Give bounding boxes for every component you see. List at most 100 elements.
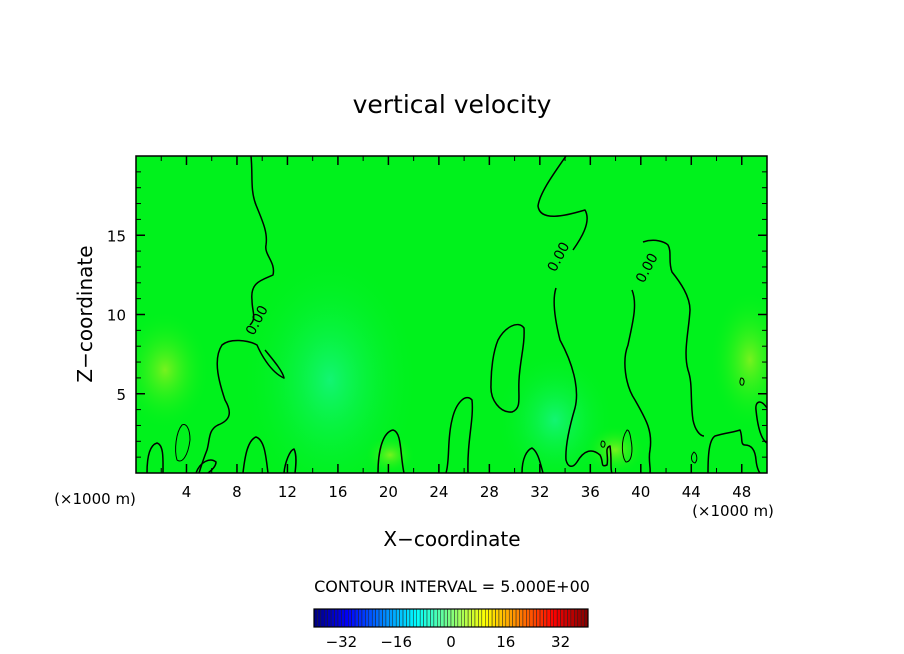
- colorbar-swatch: [512, 608, 517, 628]
- colorbar-swatch: [457, 608, 462, 628]
- colorbar-swatch: [358, 608, 363, 628]
- colorbar-swatch: [471, 608, 476, 628]
- colorbar-swatch: [450, 608, 455, 628]
- x-tick-label: 48: [732, 483, 751, 501]
- chart-title: vertical velocity: [353, 90, 552, 119]
- colorbar-swatch: [324, 608, 328, 628]
- colorbar-swatch: [560, 608, 565, 628]
- contour-interval-text: CONTOUR INTERVAL = 5.000E+00: [314, 577, 590, 596]
- y-tick-label: 5: [116, 386, 126, 404]
- contour-line: [521, 447, 544, 473]
- contour-line: [249, 156, 275, 326]
- contour-line: [175, 424, 191, 462]
- colorbar-swatch: [361, 608, 366, 628]
- colorbar-swatch: [515, 608, 520, 628]
- contour-line: [621, 429, 633, 463]
- colorbar-tick-label: 16: [496, 633, 515, 651]
- colorbar-swatch: [577, 608, 582, 628]
- colorbar-swatch: [437, 608, 441, 628]
- colorbar-swatch: [505, 608, 510, 628]
- colorbar-swatch: [327, 608, 332, 628]
- y-axis-label: Z−coordinate: [73, 245, 97, 382]
- y-axis: 5 10 15: [107, 171, 767, 458]
- x-tick-label: 32: [530, 483, 549, 501]
- colorbar-swatch: [522, 608, 527, 628]
- colorbar-swatch: [461, 608, 465, 628]
- colorbar-swatch: [447, 608, 452, 628]
- colorbar-swatch: [395, 608, 400, 628]
- x-tick-label: 24: [429, 483, 448, 501]
- heatmap-blob: [710, 290, 767, 430]
- colorbar-swatch: [580, 608, 585, 628]
- x-tick-label: 12: [278, 483, 297, 501]
- x-tick-label: 8: [232, 483, 242, 501]
- colorbar-swatch: [454, 608, 459, 628]
- colorbar-swatch: [320, 608, 325, 628]
- colorbar-swatch: [317, 608, 322, 628]
- colorbar-swatch: [550, 608, 555, 628]
- colorbar-swatch: [413, 608, 418, 628]
- x-tick-label: 28: [480, 483, 499, 501]
- colorbar-tick-label: −16: [380, 633, 412, 651]
- colorbar-swatch: [426, 608, 431, 628]
- colorbar-swatch: [389, 608, 394, 628]
- contour-line: [739, 377, 745, 386]
- heatmap-blob: [240, 250, 420, 473]
- colorbar-swatch: [539, 608, 544, 628]
- colorbar-swatch: [430, 608, 435, 628]
- colorbar-swatch: [443, 608, 448, 628]
- colorbar-swatch: [392, 608, 397, 628]
- colorbar-swatch: [529, 608, 534, 628]
- heatmap-blob: [136, 310, 210, 430]
- heatmap-blob: [495, 350, 615, 473]
- x-axis: 4 8 12 16 20 24 28 32 36 40 44 48: [160, 156, 751, 501]
- colorbar-swatch: [334, 608, 339, 628]
- x-tick-label: 20: [379, 483, 398, 501]
- x-axis-unit-right: (×1000 m): [692, 502, 774, 520]
- x-tick-label: 16: [328, 483, 347, 501]
- contour-line: [642, 239, 705, 437]
- colorbar-swatch: [519, 608, 524, 628]
- y-tick-label: 10: [107, 307, 126, 325]
- colorbar-swatch: [365, 608, 370, 628]
- contour-line: [600, 440, 606, 448]
- y-tick-label: 15: [107, 227, 126, 245]
- colorbar-swatch: [351, 608, 356, 628]
- colorbar-swatch: [546, 608, 551, 628]
- x-tick-label: 40: [631, 483, 650, 501]
- colorbar-swatch: [481, 608, 486, 628]
- contour-line: [146, 442, 164, 473]
- colorbar-swatch: [553, 608, 558, 628]
- contour-line: [624, 289, 652, 473]
- colorbar-swatch: [508, 608, 513, 628]
- contour-line: [707, 429, 761, 473]
- colorbar-swatch: [433, 608, 438, 628]
- colorbar-swatch: [536, 608, 541, 628]
- colorbar-swatch: [378, 608, 383, 628]
- x-axis-unit-left: (×1000 m): [54, 490, 136, 508]
- colorbar-swatch: [409, 608, 414, 628]
- colorbar-swatch: [491, 608, 496, 628]
- contour-line: [490, 323, 525, 413]
- colorbar-tick-label: 0: [446, 633, 456, 651]
- colorbar-swatch: [337, 608, 342, 628]
- colorbar-swatch: [423, 608, 428, 628]
- heatmap-field: [136, 156, 767, 473]
- contour-line: [198, 339, 285, 473]
- colorbar-swatch: [502, 608, 507, 628]
- colorbar-swatch: [478, 608, 483, 628]
- colorbar-swatch: [419, 608, 424, 628]
- colorbar-swatch: [348, 608, 352, 628]
- x-tick-label: 36: [581, 483, 600, 501]
- colorbar-swatch: [354, 608, 359, 628]
- colorbar-swatch: [474, 608, 479, 628]
- colorbar-swatch: [371, 608, 376, 628]
- colorbar-swatch: [375, 608, 380, 628]
- heatmap-blob: [365, 435, 415, 473]
- x-tick-label: 4: [182, 483, 192, 501]
- colorbar-swatch: [406, 608, 411, 628]
- colorbar-frame: [313, 608, 589, 628]
- colorbar-swatch: [574, 608, 578, 628]
- colorbar-swatch: [341, 608, 346, 628]
